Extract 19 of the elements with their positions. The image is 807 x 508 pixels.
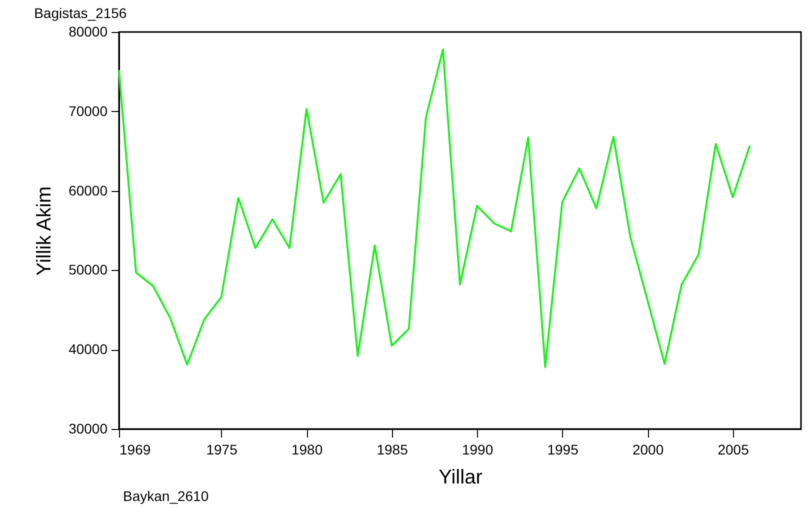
chart-title: Bagistas_2156 [34,5,127,21]
y-axis-title: Yillik Akim [34,186,56,276]
x-tick-label: 1969 [120,442,151,458]
y-tick-label: 30000 [68,420,108,436]
x-tick-label: 1990 [462,442,494,458]
x-tick-label: 1995 [547,442,579,458]
x-tick-label: 2005 [718,442,750,458]
y-tick-label: 50000 [68,262,108,278]
line-series [118,48,751,368]
x-tick-label: 1975 [206,442,238,458]
x-tick-label: 1985 [376,442,408,458]
x-tick-label: 2000 [632,442,664,458]
y-tick-label: 80000 [68,24,108,40]
x-axis-title: Yillar [438,466,483,488]
y-tick-label: 70000 [68,102,108,119]
x-tick-label: 1980 [291,442,323,458]
y-tick-label: 60000 [68,182,108,198]
y-tick-label: 40000 [68,341,108,358]
text: Baykan_2610 [123,488,209,504]
